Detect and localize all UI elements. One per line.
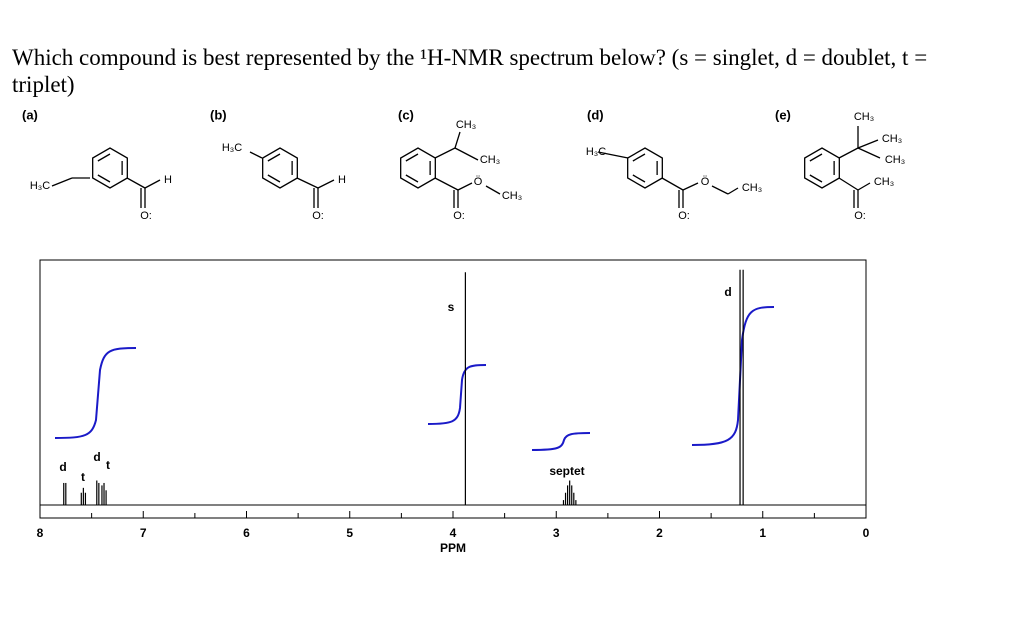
x-tick-label: 2: [656, 526, 663, 540]
bond: [857, 139, 879, 149]
x-tick-label: 6: [243, 526, 250, 540]
atom-label: Ö: [701, 176, 710, 188]
double-bond: [632, 174, 646, 183]
peak-label: t: [81, 470, 85, 484]
double-bond: [809, 153, 823, 162]
integrals: [54, 306, 775, 451]
bond: [838, 177, 859, 191]
bond: [454, 131, 461, 149]
atom-label: CH₃: [854, 111, 874, 123]
benzene-ring: [92, 147, 128, 189]
atom-label: CH₃: [874, 176, 894, 188]
bond: [727, 187, 739, 195]
integral-curve: [531, 432, 591, 451]
double-bond: [809, 174, 823, 183]
bond: [434, 177, 459, 191]
atom-label: O:: [312, 210, 324, 222]
double-bond: [97, 153, 111, 162]
bond: [661, 177, 684, 191]
atom-label: O:: [453, 210, 465, 222]
atom-label: CH₃: [502, 190, 522, 202]
bond: [296, 177, 319, 189]
bond: [838, 147, 859, 159]
x-tick-label: 5: [346, 526, 353, 540]
atom-label: CH₃: [742, 182, 762, 194]
option-label: (e): [775, 107, 791, 122]
peak-label: septet: [549, 464, 584, 478]
peak-label: s: [448, 300, 455, 314]
bond: [317, 179, 335, 189]
double-bond: [405, 153, 419, 162]
option-label: (a): [22, 107, 38, 122]
bond: [682, 182, 699, 191]
peak-label: d: [724, 285, 731, 299]
bond: [434, 147, 456, 159]
integral-curve: [691, 306, 775, 446]
bond: [597, 151, 629, 159]
double-bond: [267, 153, 281, 162]
peak-label: d: [93, 450, 100, 464]
bond: [126, 177, 146, 189]
option-label: (c): [398, 107, 414, 122]
bond: [144, 179, 161, 189]
atom-label: H₃C: [30, 180, 50, 192]
bond: [249, 151, 263, 159]
x-tick-label: 4: [450, 526, 457, 540]
bond: [857, 147, 881, 159]
x-tick-label: 0: [863, 526, 870, 540]
benzene-ring: [262, 147, 298, 189]
bond: [454, 147, 479, 161]
atom-label: H₃C: [586, 146, 606, 158]
x-tick-label: 8: [37, 526, 44, 540]
question: Which compound is best represented by th…: [12, 45, 928, 97]
double-bond: [405, 174, 419, 183]
peak-label: d: [59, 460, 66, 474]
integral-curve: [427, 364, 487, 425]
double-bond: [97, 174, 111, 183]
bond: [711, 185, 729, 195]
atom-label: H: [338, 174, 346, 186]
x-tick-label: 3: [553, 526, 560, 540]
bond: [457, 182, 473, 191]
atom-label: CH₃: [480, 154, 500, 166]
double-bond: [267, 174, 281, 183]
peak-label: t: [106, 458, 110, 472]
double-bond: [632, 153, 646, 162]
x-tick-label: 1: [759, 526, 766, 540]
integral-curve: [54, 347, 137, 439]
atom-label: H₃C: [222, 142, 242, 154]
plot-frame: [39, 259, 867, 519]
atom-label: O:: [140, 210, 152, 222]
atom-label: Ö: [474, 176, 483, 188]
atom-label: CH₃: [456, 119, 476, 131]
x-tick-label: 7: [140, 526, 147, 540]
atom-label: CH₃: [885, 154, 905, 166]
atom-label: CH₃: [882, 133, 902, 145]
bond: [51, 177, 73, 187]
bond: [485, 185, 501, 195]
atom-label: O:: [678, 210, 690, 222]
x-axis-label: PPM: [440, 541, 466, 555]
option-label: (d): [587, 107, 604, 122]
bond: [857, 182, 871, 191]
option-label: (b): [210, 107, 227, 122]
atom-label: H: [164, 174, 172, 186]
atom-label: O:: [854, 210, 866, 222]
